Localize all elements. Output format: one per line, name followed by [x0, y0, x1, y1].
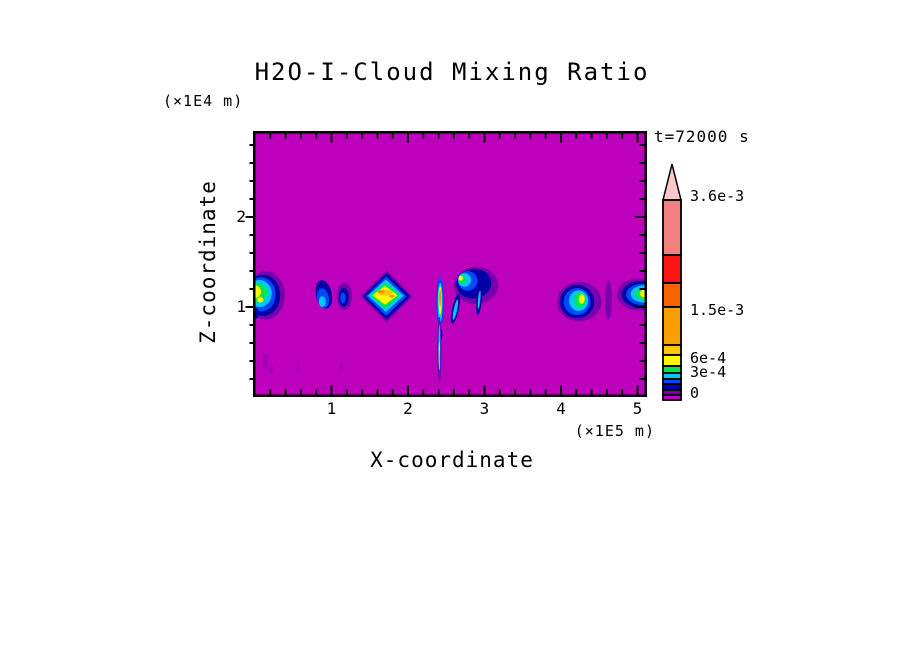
cloud-layer [477, 290, 481, 309]
z-axis-unit-label: (×1E4 m) [163, 92, 244, 110]
small-cloud-2 [336, 282, 353, 310]
cloud-layer [257, 297, 264, 303]
right-edge-cloud [616, 278, 645, 311]
colorbar-segment [662, 365, 682, 374]
cloud-layer [255, 285, 262, 298]
cloud-layer [255, 307, 259, 319]
cloud-layer [578, 293, 585, 304]
cloud-layer [318, 296, 326, 307]
colorbar-label: 0 [690, 384, 699, 402]
colorbar-segment [662, 199, 682, 256]
cloud-features [255, 266, 645, 384]
x-tick-label: 1 [326, 399, 337, 418]
cloud-layer [604, 280, 612, 320]
x-axis-title: X-coordinate [370, 448, 534, 472]
colorbar-segment [662, 254, 682, 284]
z-axis-title: Z-coordinate [196, 180, 220, 344]
x-tick-label: 5 [632, 399, 643, 418]
colorbar-arrow [662, 163, 682, 201]
colorbar: 3.6e-3 1.5e-3 6e-43e-4 0 [662, 163, 744, 402]
axis-ticks [245, 133, 645, 395]
colorbar-segment [662, 354, 682, 367]
faint-smudges [262, 352, 343, 375]
time-annotation: t=72000 s [654, 127, 750, 146]
plot-background [253, 131, 647, 397]
z-tick-label: 2 [236, 207, 246, 226]
cloud-layer [296, 362, 300, 372]
hook-cloud [450, 266, 499, 324]
plot-area [245, 131, 647, 397]
x-tick-label: 2 [403, 399, 413, 418]
cloud-layer [438, 350, 440, 369]
x-axis-unit-label: (×1E5 m) [574, 422, 655, 440]
colorbar-segment [662, 344, 682, 356]
colorbar-label: 3.6e-3 [690, 187, 744, 205]
cloud-layer [269, 363, 273, 375]
cloud-layer [377, 290, 385, 294]
colorbar-segment [662, 282, 682, 308]
descending-streak [437, 316, 442, 384]
cloud-layer [639, 289, 645, 298]
cloud-layer [389, 294, 395, 298]
colorbar-labels: 3.6e-3 1.5e-3 6e-43e-4 0 [690, 187, 744, 402]
cloud-layer [340, 292, 346, 304]
cloud-layer [439, 289, 442, 307]
big-cloud [360, 270, 413, 323]
colorbar-segment [662, 306, 682, 346]
colorbar-label: 1.5e-3 [690, 301, 744, 319]
right-cloud [557, 280, 612, 322]
colorbar-segment [662, 394, 682, 401]
colorbar-label: 6e-4 [690, 349, 726, 367]
x-tick-label: 4 [556, 399, 566, 418]
z-tick-label: 1 [236, 297, 246, 316]
cloud-layer [338, 363, 343, 372]
plot-border [253, 131, 647, 397]
cloud-layer [458, 275, 463, 281]
left-edge-cloud [255, 271, 285, 320]
small-cloud-1 [315, 280, 333, 309]
cloud-layer [452, 299, 459, 320]
chart-title: H2O-I-Cloud Mixing Ratio [254, 58, 650, 86]
thin-streak [436, 277, 444, 340]
colorbar-label: 3e-4 [690, 363, 726, 381]
cloud-layer [262, 352, 268, 370]
x-tick-label: 3 [479, 399, 490, 418]
